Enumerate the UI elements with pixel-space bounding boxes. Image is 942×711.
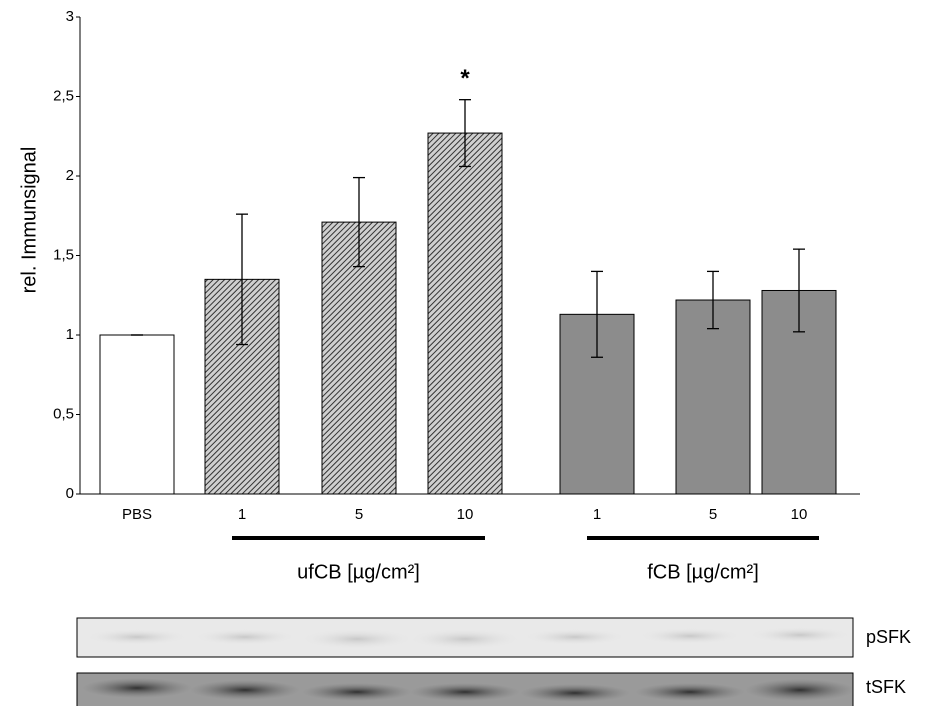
bar: [427, 132, 503, 495]
x-tick-label: PBS: [122, 506, 152, 523]
error-bar: [459, 99, 471, 168]
blot-band: [745, 679, 855, 701]
blot-band: [750, 627, 850, 643]
blot-band: [302, 629, 412, 649]
group-label: fCB [µg/cm²]: [647, 561, 759, 583]
error-bar: [707, 270, 719, 330]
y-tick-label: 1,5: [53, 246, 74, 263]
x-tick-label: 5: [355, 506, 363, 523]
annotation: *: [460, 65, 470, 92]
x-tick-label: 1: [238, 506, 246, 523]
blot-band: [302, 683, 412, 701]
y-tick-label: 0,5: [53, 405, 74, 422]
y-tick-label: 2: [66, 167, 74, 184]
bar: [675, 299, 751, 495]
error-bar: [236, 213, 248, 346]
blot-band: [635, 683, 745, 701]
blot-band: [640, 628, 740, 644]
y-tick-label: 3: [66, 8, 74, 25]
blot-p: [76, 617, 854, 658]
blot-band: [87, 629, 187, 645]
blot-band: [525, 629, 625, 645]
y-tick-label: 0: [66, 485, 74, 502]
y-tick-label: 1: [66, 326, 74, 343]
x-tick-label: 10: [457, 506, 474, 523]
blot-band: [410, 629, 520, 649]
y-axis-label: rel. Immunsignal: [18, 147, 40, 294]
blot-band: [520, 684, 630, 702]
blot-t: [76, 672, 855, 711]
x-tick-label: 5: [709, 506, 717, 523]
blot-band: [410, 683, 520, 701]
x-tick-label: 10: [791, 506, 808, 523]
x-tick-label: 1: [593, 506, 601, 523]
bar: [99, 334, 175, 495]
y-tick-label: 2,5: [53, 87, 74, 104]
error-bar: [353, 176, 365, 268]
blot-band: [195, 629, 295, 645]
blot-label: pSFK: [866, 627, 911, 647]
blot-band: [82, 678, 192, 698]
error-bar: [591, 270, 603, 358]
blot-label: tSFK: [866, 677, 906, 697]
error-bar: [793, 248, 805, 333]
group-label: ufCB [µg/cm²]: [297, 561, 420, 583]
blot-band: [190, 680, 300, 700]
